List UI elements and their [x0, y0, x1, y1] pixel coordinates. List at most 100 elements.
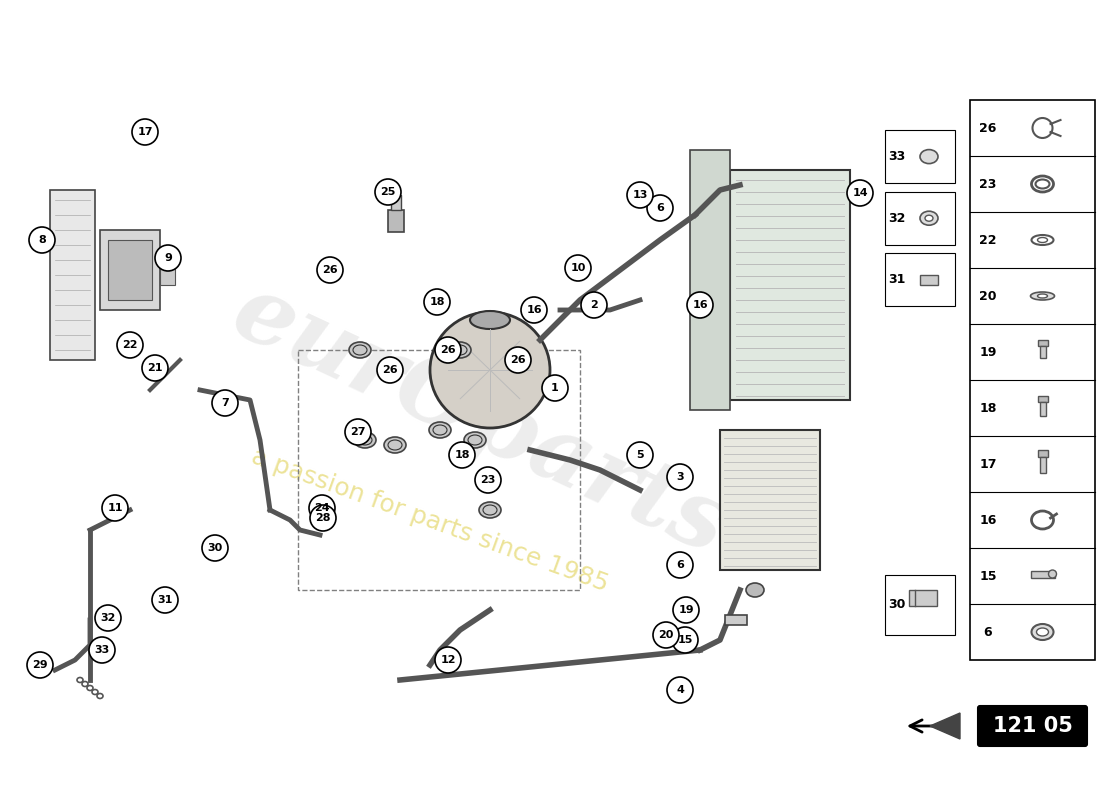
Bar	[160, 255, 175, 285]
Circle shape	[89, 637, 116, 663]
Text: 26: 26	[322, 265, 338, 275]
Bar	[725, 615, 747, 625]
Text: 28: 28	[316, 513, 331, 523]
Bar	[1040, 457, 1045, 473]
Text: 15: 15	[979, 570, 997, 582]
Circle shape	[1048, 570, 1056, 578]
Circle shape	[117, 332, 143, 358]
Circle shape	[434, 337, 461, 363]
Text: 10: 10	[570, 263, 585, 273]
Text: 3: 3	[676, 472, 684, 482]
Circle shape	[667, 464, 693, 490]
Bar	[970, 100, 1094, 660]
Circle shape	[202, 535, 228, 561]
Text: 11: 11	[108, 503, 123, 513]
Text: 26: 26	[440, 345, 455, 355]
Text: 5: 5	[636, 450, 644, 460]
Ellipse shape	[746, 583, 764, 597]
Text: 2: 2	[590, 300, 598, 310]
Circle shape	[434, 647, 461, 673]
Circle shape	[345, 419, 371, 445]
Circle shape	[424, 289, 450, 315]
Text: 6: 6	[656, 203, 664, 213]
Text: 20: 20	[658, 630, 673, 640]
Text: 19: 19	[679, 605, 694, 615]
Circle shape	[565, 255, 591, 281]
Text: 18: 18	[979, 402, 997, 414]
Bar	[1037, 340, 1047, 346]
Ellipse shape	[1036, 628, 1048, 636]
Bar	[886, 253, 955, 306]
Bar	[886, 192, 955, 245]
Text: 22: 22	[122, 340, 138, 350]
Text: 7: 7	[221, 398, 229, 408]
Text: 26: 26	[382, 365, 398, 375]
Bar	[1037, 450, 1047, 457]
Text: 6: 6	[983, 626, 992, 638]
Ellipse shape	[429, 422, 451, 438]
Text: 16: 16	[692, 300, 707, 310]
Text: 18: 18	[429, 297, 444, 307]
Text: eurOparts: eurOparts	[219, 266, 741, 574]
Circle shape	[653, 622, 679, 648]
Circle shape	[377, 357, 403, 383]
Bar	[100, 230, 160, 310]
Ellipse shape	[1032, 624, 1054, 640]
Polygon shape	[930, 713, 960, 739]
Text: 21: 21	[147, 363, 163, 373]
Text: 32: 32	[889, 212, 905, 225]
Text: 14: 14	[852, 188, 868, 198]
Bar	[886, 575, 955, 635]
Text: 16: 16	[526, 305, 542, 315]
Bar	[690, 150, 730, 410]
Circle shape	[142, 355, 168, 381]
Circle shape	[542, 375, 568, 401]
Bar	[920, 274, 938, 285]
Text: 26: 26	[979, 122, 997, 134]
Text: 4: 4	[676, 685, 684, 695]
Bar	[730, 170, 850, 400]
Circle shape	[152, 587, 178, 613]
Ellipse shape	[925, 215, 933, 222]
Text: 31: 31	[889, 274, 905, 286]
Bar	[909, 590, 937, 606]
Circle shape	[521, 297, 547, 323]
Text: 25: 25	[381, 187, 396, 197]
Bar	[1037, 396, 1047, 402]
Circle shape	[102, 495, 128, 521]
Circle shape	[667, 677, 693, 703]
Bar	[1031, 571, 1055, 578]
Text: 17: 17	[138, 127, 153, 137]
Text: 24: 24	[315, 503, 330, 513]
Ellipse shape	[354, 432, 376, 448]
Text: 9: 9	[164, 253, 172, 263]
Bar	[50, 190, 95, 360]
Text: 23: 23	[979, 178, 997, 190]
Bar	[1040, 402, 1045, 416]
Text: 33: 33	[889, 150, 905, 163]
Text: 8: 8	[39, 235, 46, 245]
Text: 23: 23	[481, 475, 496, 485]
Circle shape	[309, 495, 336, 521]
Ellipse shape	[1037, 294, 1047, 298]
Bar	[886, 130, 955, 183]
Circle shape	[95, 605, 121, 631]
Text: 6: 6	[676, 560, 684, 570]
Text: 17: 17	[979, 458, 997, 470]
Text: a passion for parts since 1985: a passion for parts since 1985	[249, 444, 612, 596]
Circle shape	[647, 195, 673, 221]
Ellipse shape	[430, 312, 550, 428]
Circle shape	[475, 467, 500, 493]
Bar	[1040, 346, 1045, 358]
Circle shape	[317, 257, 343, 283]
Circle shape	[449, 442, 475, 468]
Text: 33: 33	[95, 645, 110, 655]
Circle shape	[673, 597, 698, 623]
Bar	[388, 210, 404, 232]
Text: 26: 26	[510, 355, 526, 365]
Text: 16: 16	[979, 514, 997, 526]
Ellipse shape	[384, 437, 406, 453]
Text: 30: 30	[208, 543, 222, 553]
Text: 31: 31	[157, 595, 173, 605]
Ellipse shape	[920, 211, 938, 226]
